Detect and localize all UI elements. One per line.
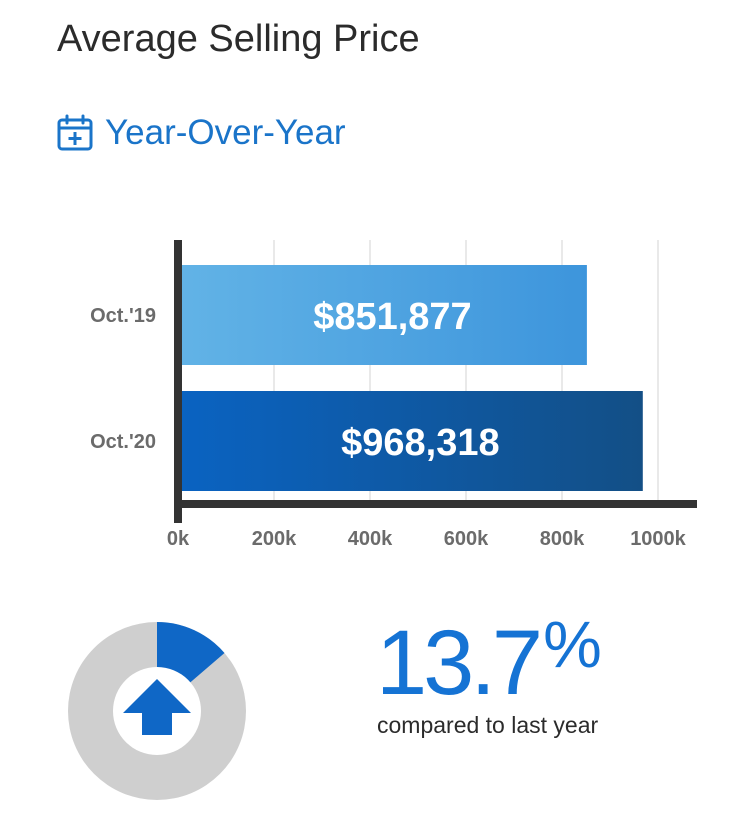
arrow-up-icon <box>123 679 191 735</box>
change-percentage: 13.7 <box>376 612 543 714</box>
change-stat: 13.7% compared to last year <box>376 611 602 738</box>
x-tick-label: 200k <box>252 528 297 550</box>
chart-subtitle: Year-Over-Year <box>105 113 346 152</box>
bar <box>178 265 587 365</box>
page-title: Average Selling Price <box>57 18 420 60</box>
x-tick-label: 800k <box>540 528 585 550</box>
bar <box>178 391 643 491</box>
x-axis-line <box>174 500 697 508</box>
bar-data-label: $851,877 <box>313 296 472 338</box>
x-tick-label: 0k <box>167 528 190 550</box>
y-axis-line <box>174 240 182 523</box>
change-caption: compared to last year <box>377 712 599 738</box>
x-tick-label: 1000k <box>630 528 686 550</box>
percent-sign: % <box>543 607 602 681</box>
change-donut <box>68 622 246 800</box>
bar-chart: 0k 200k 400k 600k 800k 1000k $851,877 Oct.'19 $9… <box>90 240 697 550</box>
subtitle-row: Year-Over-Year <box>56 113 346 153</box>
bar-data-label: $968,318 <box>341 422 500 464</box>
calendar-plus-icon <box>57 114 93 151</box>
y-category-label: Oct.'20 <box>90 431 156 453</box>
x-tick-label: 600k <box>444 528 489 550</box>
y-category-label: Oct.'19 <box>90 305 156 327</box>
x-tick-label: 400k <box>348 528 393 550</box>
